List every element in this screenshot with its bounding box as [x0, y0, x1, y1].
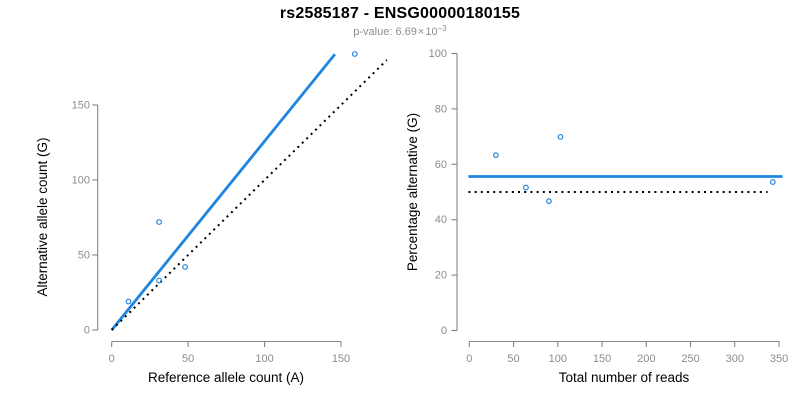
p-value-exponent: −3: [437, 24, 447, 33]
p-value-base: 10: [425, 26, 438, 38]
figure-subtitle: p-value: 6.69×10−3: [0, 24, 800, 38]
right-x-tick-label: 100: [549, 353, 567, 365]
left-y-tick-label: 50: [78, 250, 90, 262]
left-x-axis-title: Reference allele count (A): [148, 370, 304, 385]
right-y-tick-label: 0: [441, 325, 447, 337]
right-x-tick-label: 50: [507, 353, 519, 365]
right-x-tick-label: 250: [681, 353, 699, 365]
left-data-point: [156, 277, 162, 284]
right-y-tick-label: 40: [435, 214, 447, 226]
right-y-tick-label: 20: [435, 270, 447, 282]
left-x-tick-label: 0: [109, 353, 115, 365]
left-data-point: [156, 219, 162, 225]
right-data-point: [492, 152, 499, 159]
p-value-mantissa: 6.69: [395, 26, 417, 38]
left-y-tick-label: 0: [84, 325, 90, 337]
right-y-axis-title: Percentage alternative (G): [405, 113, 420, 271]
left-x-tick-label: 150: [332, 353, 350, 365]
left-y-tick-label: 150: [72, 100, 90, 112]
right-data-point: [546, 198, 552, 205]
left-x-tick-label: 50: [182, 353, 194, 365]
left-data-point: [351, 51, 358, 57]
right-x-tick-label: 200: [637, 353, 655, 365]
right-x-tick-label: 0: [466, 353, 472, 365]
right-data-point: [523, 184, 529, 191]
p-value-label: p-value:: [353, 26, 393, 38]
left-data-point: [182, 264, 188, 270]
left-plot: 0 50 100 150 0 50 100 150: [72, 51, 388, 365]
figure-title: rs2585187 - ENSG00000180155: [279, 5, 521, 22]
right-plot: 0 50 100 150 200 250 300 350 0 20 40 60 80 100: [429, 48, 789, 365]
right-x-tick-label: 350: [770, 353, 788, 365]
right-x-tick-label: 150: [593, 353, 611, 365]
identity-line: [110, 59, 388, 331]
left-x-tick-label: 100: [255, 353, 273, 365]
left-y-tick-label: 100: [72, 175, 90, 187]
right-x-axis-title: Total number of reads: [559, 370, 690, 385]
right-y-tick-label: 100: [429, 48, 447, 60]
fit-line: [110, 53, 336, 331]
left-data-point: [125, 298, 132, 305]
left-y-axis-title: Alternative allele count (G): [35, 137, 50, 296]
right-data-point: [769, 179, 776, 185]
right-y-tick-label: 80: [435, 103, 447, 115]
right-data-point: [557, 133, 564, 140]
right-y-tick-label: 60: [435, 159, 447, 171]
multiplication-sign: ×: [417, 26, 425, 38]
right-x-tick-label: 300: [726, 353, 744, 365]
